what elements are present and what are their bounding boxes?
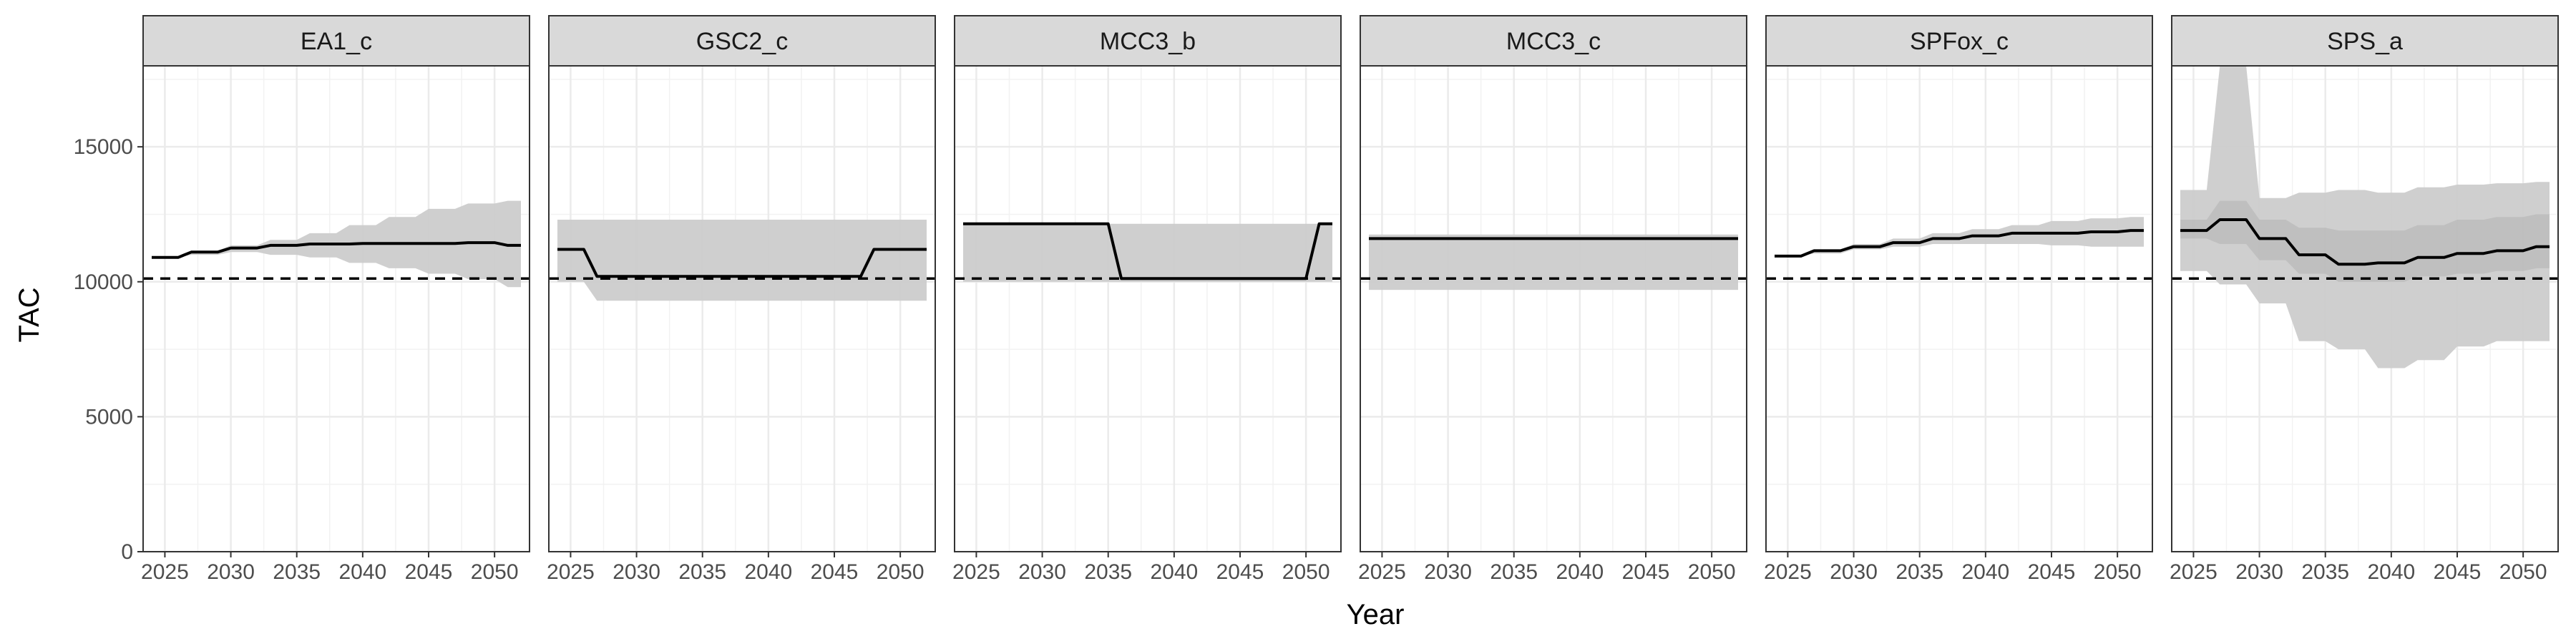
facet-strip-label: EA1_c (301, 28, 372, 55)
facet-strip-label: MCC3_c (1506, 28, 1601, 55)
x-tick-label: 2025 (141, 560, 189, 584)
x-tick-label: 2040 (1556, 560, 1604, 584)
y-tick-label: 0 (121, 540, 133, 564)
x-tick-label: 2025 (1764, 560, 1812, 584)
x-tick-label: 2035 (273, 560, 321, 584)
facet-strip (2171, 15, 2559, 67)
facet-strip (954, 15, 1342, 67)
plot-area (955, 66, 1341, 552)
series-line (152, 241, 521, 259)
uncertainty-band (1369, 234, 1738, 291)
x-tick-label: 2040 (744, 560, 792, 584)
x-tick-label: 2030 (2235, 560, 2283, 584)
x-tick-label: 2050 (1688, 560, 1736, 584)
facet-strip (548, 15, 936, 67)
facet-strip-label: GSC2_c (696, 28, 789, 55)
facet-panel-spfox_c: SPFox_c 2025 2030 2035 2040 2045 2050 (1764, 15, 2153, 584)
plot-area (143, 66, 530, 552)
facet-strip (142, 15, 530, 67)
x-tick-label: 2045 (1622, 560, 1670, 584)
y-axis-title: TAC (14, 287, 45, 342)
x-tick-label: 2035 (678, 560, 726, 584)
facet-panel-mcc3_c: MCC3_c 2025 2030 2035 2040 2045 2050 (1358, 15, 1747, 584)
y-tick-label: 10000 (74, 270, 133, 294)
panels-layer: EA1_c 2025 2030 2035 2040 2045 2050 GSC2_c 2025 2… (141, 15, 2559, 584)
y-tick-label: 15000 (74, 135, 133, 159)
x-tick-label: 2050 (1282, 560, 1330, 584)
x-tick-label: 2030 (207, 560, 255, 584)
plot-area (1360, 66, 1747, 552)
x-tick-label: 2040 (338, 560, 386, 584)
panel-border (1360, 65, 1747, 552)
facet-panel-mcc3_b: MCC3_b 2025 2030 2035 2040 2045 2050 (952, 15, 1342, 584)
x-tick-label: 2035 (1084, 560, 1132, 584)
facet-strip-label: SPFox_c (1910, 28, 2009, 55)
x-tick-label: 2040 (1150, 560, 1198, 584)
x-tick-label: 2050 (471, 560, 519, 584)
facet-panel-ea1_c: EA1_c 2025 2030 2035 2040 2045 2050 (141, 15, 530, 584)
x-tick-label: 2050 (2499, 560, 2547, 584)
panel-border (548, 65, 936, 552)
y-tick-label: 5000 (85, 405, 133, 429)
x-tick-label: 2025 (952, 560, 1000, 584)
facet-strip (1360, 15, 1747, 67)
x-tick-label: 2045 (1216, 560, 1264, 584)
plot-area (1766, 66, 2152, 552)
facet-strip-label: SPS_a (2327, 28, 2403, 55)
x-tick-label: 2045 (811, 560, 859, 584)
facet-panel-sps_a: SPS_a 2025 2030 2035 2040 2045 2050 (2170, 15, 2559, 584)
uncertainty-band (2180, 66, 2550, 369)
x-axis-title: Year (1347, 599, 1405, 630)
plot-area (549, 66, 935, 552)
x-tick-label: 2035 (2301, 560, 2349, 584)
x-tick-label: 2035 (1896, 560, 1943, 584)
facet-strip-label: MCC3_b (1100, 28, 1196, 55)
uncertainty-band (963, 223, 1332, 282)
series-line (963, 222, 1332, 280)
series-line (2180, 218, 2550, 266)
uncertainty-band (557, 220, 927, 301)
x-tick-label: 2040 (1961, 560, 2009, 584)
facet-panel-gsc2_c: GSC2_c 2025 2030 2035 2040 2045 2050 (547, 15, 936, 584)
inner-uncertainty-band (2180, 200, 2550, 282)
series-line (1775, 229, 2144, 258)
x-tick-label: 2025 (2170, 560, 2218, 584)
x-tick-label: 2035 (1490, 560, 1538, 584)
panel-border (2171, 65, 2559, 552)
panel-border (142, 65, 530, 552)
x-tick-label: 2045 (405, 560, 453, 584)
y-axis: 0 5000 10000 15000 (74, 135, 143, 564)
facet-strip (1765, 15, 2153, 67)
series-line (557, 248, 927, 278)
x-tick-label: 2050 (877, 560, 924, 584)
panel-border (1765, 65, 2153, 552)
x-tick-label: 2040 (2367, 560, 2415, 584)
x-tick-label: 2030 (1830, 560, 1878, 584)
x-tick-label: 2030 (1018, 560, 1066, 584)
x-tick-label: 2045 (2028, 560, 2076, 584)
x-tick-label: 2025 (547, 560, 595, 584)
x-tick-label: 2045 (2434, 560, 2482, 584)
x-tick-label: 2030 (1424, 560, 1472, 584)
plot-area (2172, 66, 2558, 552)
panel-border (954, 65, 1342, 552)
x-tick-label: 2025 (1358, 560, 1406, 584)
x-tick-label: 2030 (613, 560, 660, 584)
x-tick-label: 2050 (2094, 560, 2142, 584)
